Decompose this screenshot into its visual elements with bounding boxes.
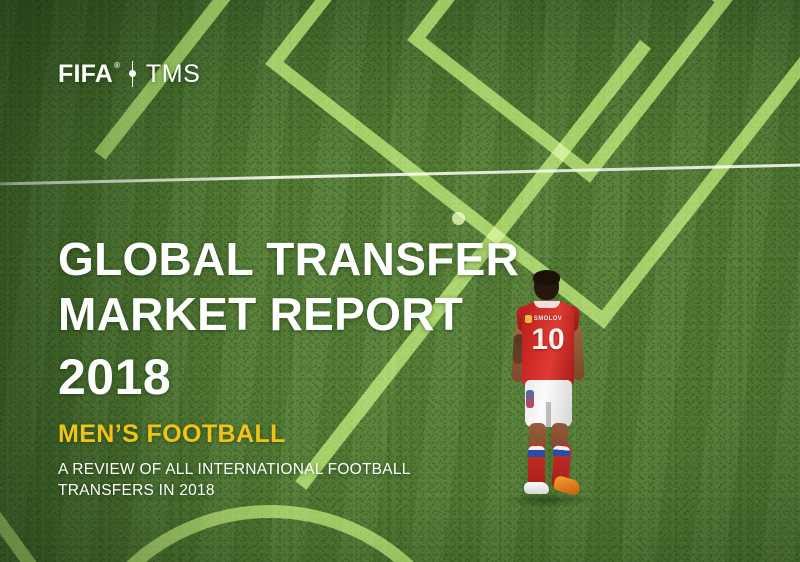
- report-year: 2018: [58, 349, 172, 405]
- report-subtitle: MEN’S FOOTBALL: [58, 420, 286, 448]
- graphic-centre-circle-arc: [60, 505, 480, 562]
- football-player-photo: SMOLOV 10: [496, 268, 600, 508]
- player-left-sock-band: [528, 446, 545, 457]
- player-left-thigh: [529, 423, 546, 449]
- player-neck: [541, 296, 554, 305]
- player-shorts-trim: [526, 390, 534, 408]
- graphic-penalty-spot: [452, 212, 465, 225]
- logo-fifa-wordmark: FIFA: [58, 59, 113, 88]
- player-right-sock-band: [552, 445, 571, 457]
- cover-text-block: GLOBAL TRANSFER MARKET REPORT 2018 MEN’S…: [58, 232, 528, 501]
- page-title-line-2: MARKET REPORT: [58, 288, 464, 340]
- player-jersey-collar: [534, 301, 560, 308]
- player-shirt-number: 10: [531, 323, 565, 356]
- report-description-line-1: A REVIEW OF ALL INTERNATIONAL FOOTBALL: [58, 461, 411, 478]
- vertical-bar-with-dot-icon: [128, 61, 137, 87]
- fifa-tms-logo: FIFA ® TMS: [58, 59, 200, 89]
- registered-trademark-icon: ®: [113, 61, 120, 70]
- graphic-corner-tick: [0, 490, 73, 562]
- player-hair: [533, 270, 560, 285]
- page-title-line-1: GLOBAL TRANSFER: [58, 233, 520, 285]
- player-jersey-badge: [525, 315, 532, 323]
- player-shadow: [500, 492, 596, 508]
- player-shorts-split: [546, 402, 551, 429]
- report-description-line-2: TRANSFERS IN 2018: [58, 482, 215, 499]
- player-shirt-name: SMOLOV: [533, 316, 563, 322]
- player-left-boot: [524, 482, 549, 494]
- logo-tms-wordmark: TMS: [145, 59, 201, 88]
